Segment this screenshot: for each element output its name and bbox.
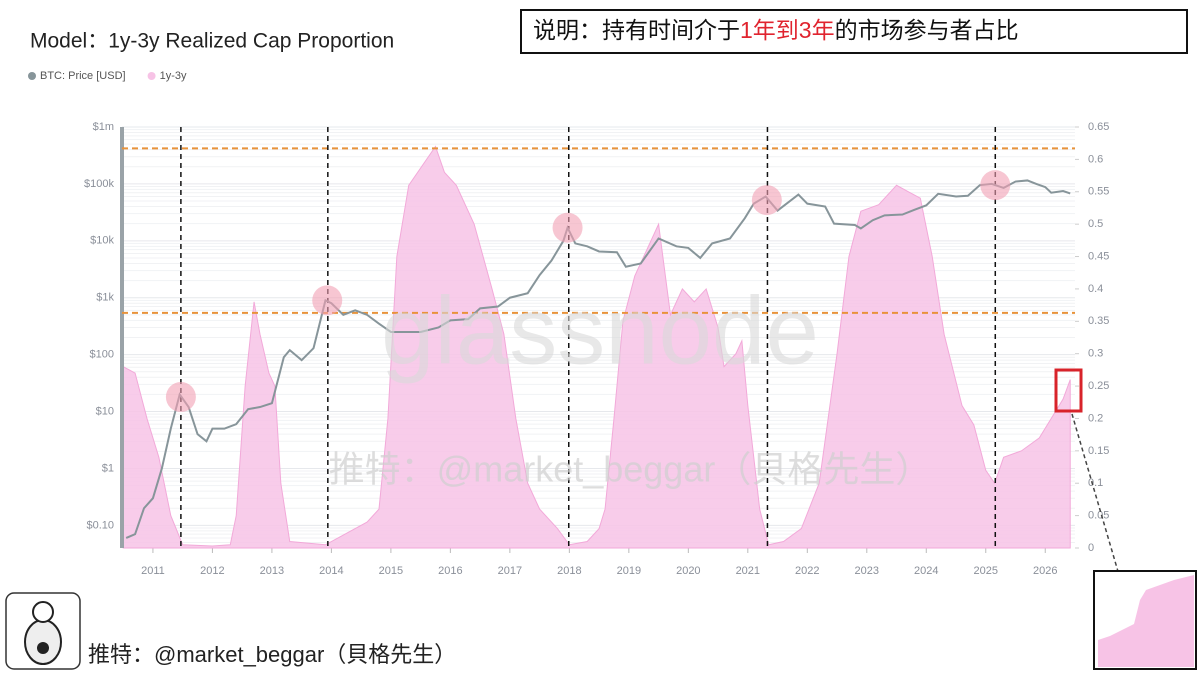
y-tick-label: $10 — [96, 405, 114, 417]
y-tick-label: $100k — [84, 178, 114, 190]
x-tick-label: 2013 — [260, 565, 284, 577]
y2-tick-label: 0.25 — [1088, 380, 1109, 392]
x-tick-label: 2021 — [736, 565, 760, 577]
x-tick-label: 2017 — [498, 565, 522, 577]
x-tick-label: 2012 — [200, 565, 224, 577]
x-tick-label: 2019 — [617, 565, 641, 577]
y2-tick-label: 0.15 — [1088, 445, 1109, 457]
legend-label: 1y-3y — [160, 70, 187, 82]
legend-swatch — [28, 72, 36, 80]
x-tick-label: 2014 — [319, 565, 343, 577]
y-tick-label: $1k — [96, 292, 114, 304]
highlight-point — [312, 285, 343, 316]
y-tick-label: $1 — [102, 462, 114, 474]
x-tick-label: 2023 — [855, 565, 879, 577]
x-tick-label: 2025 — [974, 565, 998, 577]
highlight-point — [751, 185, 782, 216]
y-tick-label: $1m — [93, 121, 114, 133]
zoom-highlight — [1054, 368, 1083, 413]
watermark-credit: 推特：@market_beggar（貝格先生） — [329, 449, 932, 490]
x-tick-label: 2020 — [676, 565, 700, 577]
y2-tick-label: 0.3 — [1088, 348, 1103, 360]
y-tick-label: $100 — [90, 349, 114, 361]
plot-area: $0.10 $1 $10 $100 $1k $10k $100k $1m 0 0.05 0.1 0.1… — [84, 121, 1109, 577]
y2-tick-label: 0.35 — [1088, 315, 1109, 327]
y2-tick-label: 0 — [1088, 542, 1094, 554]
y2-tick-label: 0.1 — [1088, 477, 1103, 489]
avatar-head — [32, 601, 54, 623]
inset-area — [1098, 575, 1194, 667]
x-tick-label: 2011 — [141, 565, 165, 577]
y2-tick-label: 0.2 — [1088, 412, 1103, 424]
y2-tick-label: 0.6 — [1088, 153, 1103, 165]
annotation-highlight: 1年到3年 — [740, 17, 835, 43]
y2-tick-label: 0.4 — [1088, 283, 1103, 295]
watermark: glassnode — [381, 277, 819, 384]
annotation: 说明：持有时间介于1年到3年的市场参与者占比 — [533, 17, 1019, 43]
y-tick-label: $0.10 — [86, 519, 114, 531]
highlight-point — [980, 170, 1011, 201]
annotation-text: 说明：持有时间介于 — [533, 17, 740, 43]
annotation-text: 的市场参与者占比 — [835, 17, 1019, 43]
x-tick-label: 2022 — [795, 565, 819, 577]
x-tick-label: 2018 — [557, 565, 581, 577]
x-tick-label: 2024 — [914, 565, 938, 577]
legend-swatch — [147, 72, 156, 80]
area — [122, 145, 1071, 549]
chart-title: Model：1y-3y Realized Cap Proportion — [30, 30, 394, 53]
y2-tick-label: 0.5 — [1088, 218, 1103, 230]
zoom-arrow — [1071, 413, 1125, 593]
x-tick-label: 2015 — [379, 565, 403, 577]
y2-tick-label: 0.45 — [1088, 250, 1109, 262]
y-tick-label: $10k — [90, 235, 114, 247]
avatar-ball — [37, 642, 49, 654]
highlight-point — [165, 382, 196, 413]
y2-tick-label: 0.05 — [1088, 510, 1109, 522]
footer-credit: 推特：@market_beggar（貝格先生） — [88, 642, 456, 667]
y2-tick-label: 0.55 — [1088, 186, 1109, 198]
x-tick-label: 2016 — [438, 565, 462, 577]
x-tick-label: 2026 — [1033, 565, 1057, 577]
zoom-inset — [1093, 570, 1197, 670]
annotation-box — [520, 9, 1188, 54]
avatar — [5, 592, 81, 670]
y2-tick-label: 0.65 — [1088, 121, 1109, 133]
legend-label: BTC: Price [USD] — [40, 70, 126, 82]
highlight-point — [552, 212, 583, 243]
